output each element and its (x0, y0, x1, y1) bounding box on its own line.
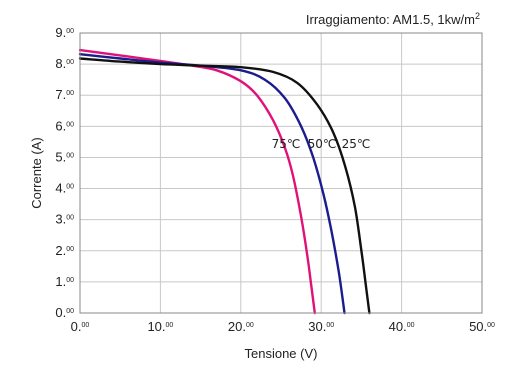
y-tick-label: 1.00 (55, 274, 74, 289)
x-tick-main: 10. (147, 319, 165, 334)
x-tick-label: 10.00 (147, 319, 173, 334)
series-lines (78, 48, 371, 315)
y-tick-main: 0. (55, 305, 66, 320)
y-tick-sub: 00 (66, 28, 74, 35)
y-tick-label: 3.00 (55, 212, 74, 227)
y-tick-main: 3. (55, 212, 66, 227)
tick-labels: 0.001.002.003.004.005.006.007.008.009.00… (55, 25, 495, 334)
y-tick-label: 0.00 (55, 305, 74, 320)
y-tick-sub: 00 (66, 246, 74, 253)
y-tick-sub: 00 (66, 184, 74, 191)
y-tick-main: 9. (55, 25, 66, 40)
x-tick-sub: 00 (246, 322, 254, 329)
series-label-75c: 75℃ (272, 137, 301, 151)
x-tick-main: 0. (71, 319, 82, 334)
y-tick-sub: 00 (66, 90, 74, 97)
y-tick-sub: 00 (66, 152, 74, 159)
y-tick-sub: 00 (66, 121, 74, 128)
x-tick-sub: 00 (326, 322, 334, 329)
y-tick-label: 9.00 (55, 25, 74, 40)
y-tick-sub: 00 (66, 59, 74, 66)
y-tick-main: 6. (55, 118, 66, 133)
x-tick-label: 40.00 (389, 319, 415, 334)
x-tick-sub: 00 (487, 322, 495, 329)
series-line-75c (78, 48, 316, 315)
x-tick-label: 50.00 (469, 319, 495, 334)
y-tick-label: 4.00 (55, 181, 74, 196)
y-tick-sub: 00 (66, 277, 74, 284)
y-tick-label: 7.00 (55, 87, 74, 102)
y-tick-label: 5.00 (55, 149, 74, 164)
x-tick-main: 20. (228, 319, 246, 334)
series-label-25c: 25℃ (342, 137, 371, 151)
x-axis-title: Tensione (V) (245, 346, 318, 361)
y-tick-label: 2.00 (55, 243, 74, 258)
y-tick-main: 1. (55, 274, 66, 289)
y-tick-sub: 00 (66, 308, 74, 315)
y-tick-main: 7. (55, 87, 66, 102)
plot-frame (79, 32, 483, 314)
y-tick-label: 6.00 (55, 118, 74, 133)
x-tick-label: 30.00 (308, 319, 334, 334)
x-tick-label: 0.00 (71, 319, 90, 334)
series-line-50c (78, 53, 346, 315)
x-tick-main: 30. (308, 319, 326, 334)
y-tick-main: 8. (55, 56, 66, 71)
x-tick-main: 40. (389, 319, 407, 334)
y-axis-title: Corrente (A) (29, 137, 44, 209)
irradiance-superscript: 2 (475, 11, 480, 21)
x-tick-sub: 00 (82, 322, 90, 329)
series-line-25c (78, 57, 371, 315)
x-tick-sub: 00 (407, 322, 415, 329)
x-tick-main: 50. (469, 319, 487, 334)
y-tick-main: 4. (55, 181, 66, 196)
series-label-50c: 50℃ (308, 137, 337, 151)
y-tick-label: 8.00 (55, 56, 74, 71)
y-tick-main: 5. (55, 149, 66, 164)
irradiance-condition: Irraggiamento: AM1.5, 1kw/m2 (306, 11, 480, 27)
series-labels: 75℃ 50℃ 25℃ (272, 137, 371, 151)
y-tick-main: 2. (55, 243, 66, 258)
y-tick-sub: 00 (66, 215, 74, 222)
irradiance-text: Irraggiamento: AM1.5, 1kw/m (306, 12, 475, 27)
x-tick-sub: 00 (166, 322, 174, 329)
x-tick-label: 20.00 (228, 319, 254, 334)
